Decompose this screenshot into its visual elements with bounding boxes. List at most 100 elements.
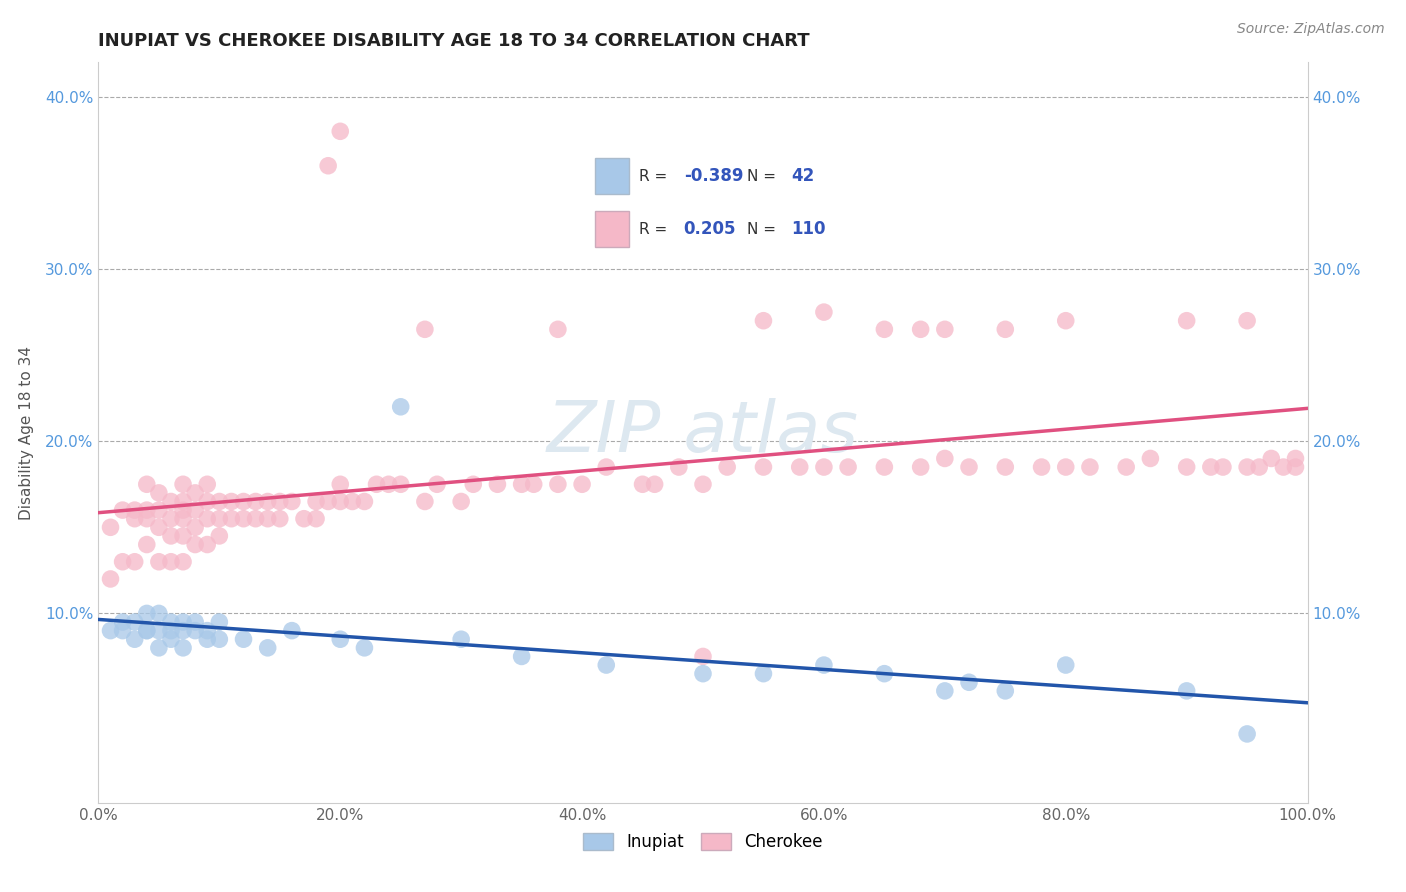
Point (389, 477, 412, 491)
Text: R =: R = (640, 169, 672, 184)
Point (135, 537, 157, 551)
Point (148, 607, 170, 621)
Point (195, 477, 218, 491)
Text: R =: R = (640, 221, 672, 236)
Point (135, 624, 157, 638)
Point (910, 460, 932, 475)
Point (148, 555, 170, 569)
Point (644, 477, 666, 491)
Point (813, 658, 835, 673)
Point (1031, 460, 1053, 475)
Point (135, 512, 157, 526)
Point (510, 477, 533, 491)
Point (195, 624, 218, 638)
Point (160, 615, 183, 629)
Point (172, 494, 194, 508)
Point (305, 494, 328, 508)
Legend: Inupiat, Cherokee: Inupiat, Cherokee (576, 826, 830, 857)
Point (195, 494, 218, 508)
Point (305, 512, 328, 526)
Point (245, 512, 267, 526)
Point (450, 632, 472, 647)
Point (184, 615, 207, 629)
Text: -0.389: -0.389 (683, 168, 744, 186)
Point (1078, 460, 1101, 475)
Point (716, 460, 738, 475)
Point (1284, 460, 1306, 475)
Point (184, 537, 207, 551)
Point (1236, 727, 1258, 741)
Point (329, 494, 352, 508)
Point (692, 649, 714, 664)
Point (510, 649, 533, 664)
Point (595, 658, 617, 673)
Point (631, 477, 654, 491)
Text: N =: N = (747, 221, 780, 236)
Point (172, 624, 194, 638)
Y-axis label: Disability Age 18 to 34: Disability Age 18 to 34 (18, 345, 34, 520)
Point (135, 624, 157, 638)
Point (1115, 460, 1137, 475)
Point (100, 572, 122, 586)
Point (208, 632, 231, 647)
Point (994, 460, 1017, 475)
Point (160, 529, 183, 543)
Point (135, 477, 157, 491)
Point (571, 477, 593, 491)
Point (413, 494, 436, 508)
Point (692, 477, 714, 491)
Point (389, 400, 412, 414)
Point (366, 477, 388, 491)
Point (221, 512, 243, 526)
Point (135, 607, 157, 621)
Point (837, 460, 859, 475)
Point (342, 494, 364, 508)
Point (184, 624, 207, 638)
Point (269, 512, 291, 526)
Point (256, 512, 278, 526)
Point (353, 494, 375, 508)
Point (111, 555, 134, 569)
Point (813, 460, 835, 475)
Point (413, 322, 436, 336)
Point (486, 477, 509, 491)
Point (957, 675, 980, 690)
Point (692, 666, 714, 681)
Point (873, 666, 896, 681)
Point (813, 305, 835, 319)
Point (547, 477, 569, 491)
Point (172, 555, 194, 569)
Point (329, 124, 352, 138)
Point (292, 512, 315, 526)
Point (172, 640, 194, 655)
Point (316, 494, 339, 508)
Point (957, 460, 980, 475)
Point (208, 615, 231, 629)
Point (232, 632, 254, 647)
Point (232, 494, 254, 508)
Point (148, 520, 170, 534)
Text: Source: ZipAtlas.com: Source: ZipAtlas.com (1237, 22, 1385, 37)
Point (100, 520, 122, 534)
Point (1260, 451, 1282, 466)
Point (100, 624, 122, 638)
Point (111, 624, 134, 638)
Point (111, 503, 134, 517)
Point (1054, 460, 1077, 475)
Point (1175, 684, 1198, 698)
Point (426, 477, 449, 491)
Point (195, 512, 218, 526)
Point (994, 684, 1017, 698)
Point (789, 460, 811, 475)
Point (668, 460, 690, 475)
Point (160, 632, 183, 647)
Point (124, 512, 146, 526)
Point (873, 460, 896, 475)
Point (353, 640, 375, 655)
Point (256, 640, 278, 655)
Point (934, 684, 956, 698)
Point (124, 632, 146, 647)
Point (184, 520, 207, 534)
Point (523, 477, 546, 491)
Point (463, 477, 485, 491)
